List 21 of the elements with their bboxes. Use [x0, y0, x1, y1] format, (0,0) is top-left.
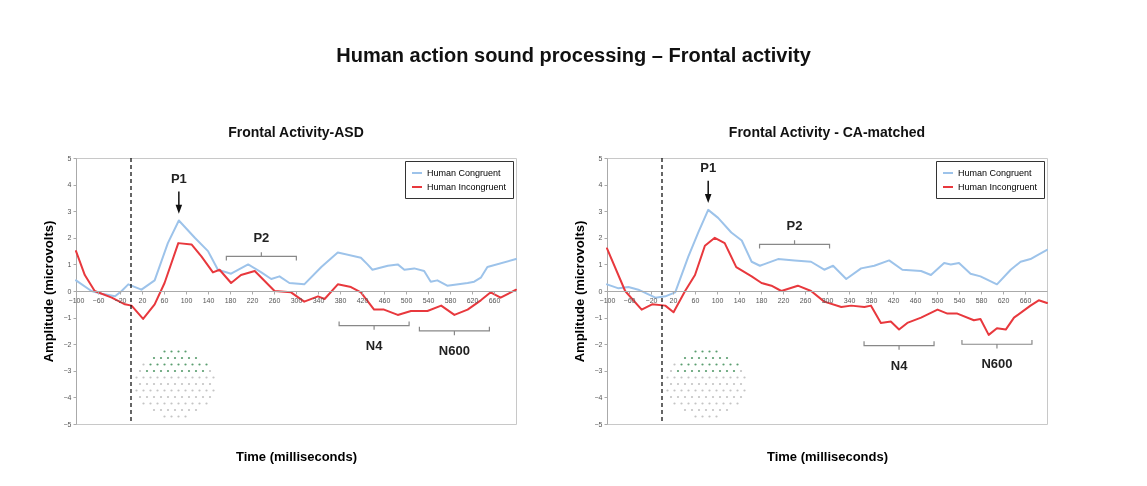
x-axis-title: Time (milliseconds) [766, 448, 889, 464]
chart-title: Frontal Activity - CA-matched [728, 124, 926, 140]
x-axis-title: Time (milliseconds) [235, 448, 358, 464]
legend-label: Human Congruent [427, 168, 502, 178]
legend-label: Human Congruent [958, 168, 1033, 178]
y-axis-title: Amplitude (microvolts) [571, 220, 587, 363]
legend-label: Human Incongruent [958, 182, 1038, 192]
annotation: N600 [981, 356, 1013, 372]
y-axis-title: Amplitude (microvolts) [40, 220, 56, 363]
legend-label: Human Incongruent [427, 182, 507, 192]
annotation: P1 [700, 159, 717, 175]
text: Human action sound processing – Frontal activity [335, 44, 812, 67]
annotation: N4 [365, 337, 384, 353]
annotation: P1 [170, 170, 187, 186]
chart-title: Frontal Activity-ASD [228, 124, 364, 140]
line-series [75, 219, 517, 298]
annotation: P2 [786, 218, 803, 234]
annotation: P2 [253, 230, 270, 246]
annotation: N600 [438, 342, 470, 358]
annotation: N4 [890, 357, 909, 373]
line-series [606, 208, 1048, 299]
